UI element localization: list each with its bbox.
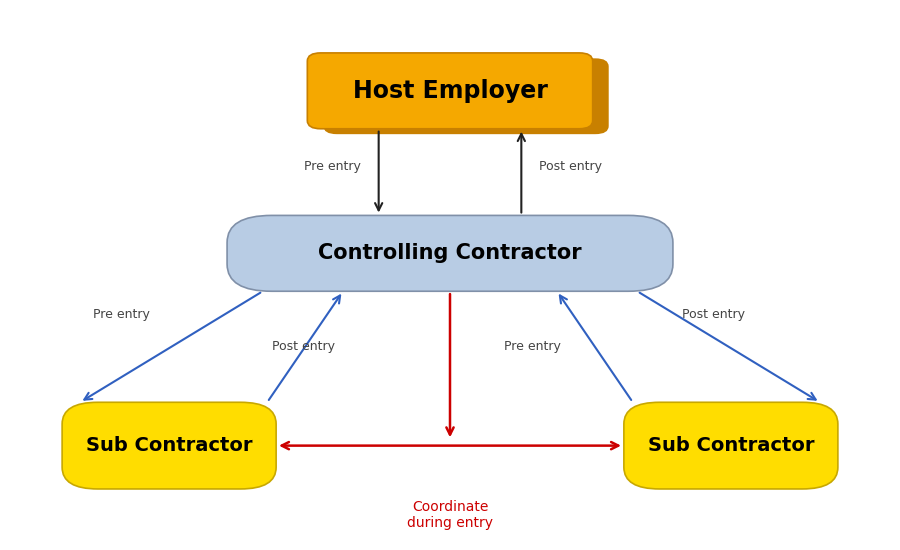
FancyBboxPatch shape [307,53,593,129]
Text: Pre entry: Pre entry [94,308,150,321]
FancyBboxPatch shape [323,58,608,134]
Text: Pre entry: Pre entry [304,160,361,173]
Text: Host Employer: Host Employer [353,79,547,103]
Text: Coordinate
during entry: Coordinate during entry [407,500,493,530]
Text: Sub Contractor: Sub Contractor [86,436,252,455]
FancyBboxPatch shape [62,402,276,489]
FancyBboxPatch shape [227,216,673,292]
Text: Post entry: Post entry [539,160,602,173]
FancyBboxPatch shape [624,402,838,489]
Text: Sub Contractor: Sub Contractor [648,436,814,455]
Text: Controlling Contractor: Controlling Contractor [319,243,581,263]
Text: Post entry: Post entry [272,340,335,353]
Text: Post entry: Post entry [682,308,745,321]
Text: Pre entry: Pre entry [503,340,561,353]
